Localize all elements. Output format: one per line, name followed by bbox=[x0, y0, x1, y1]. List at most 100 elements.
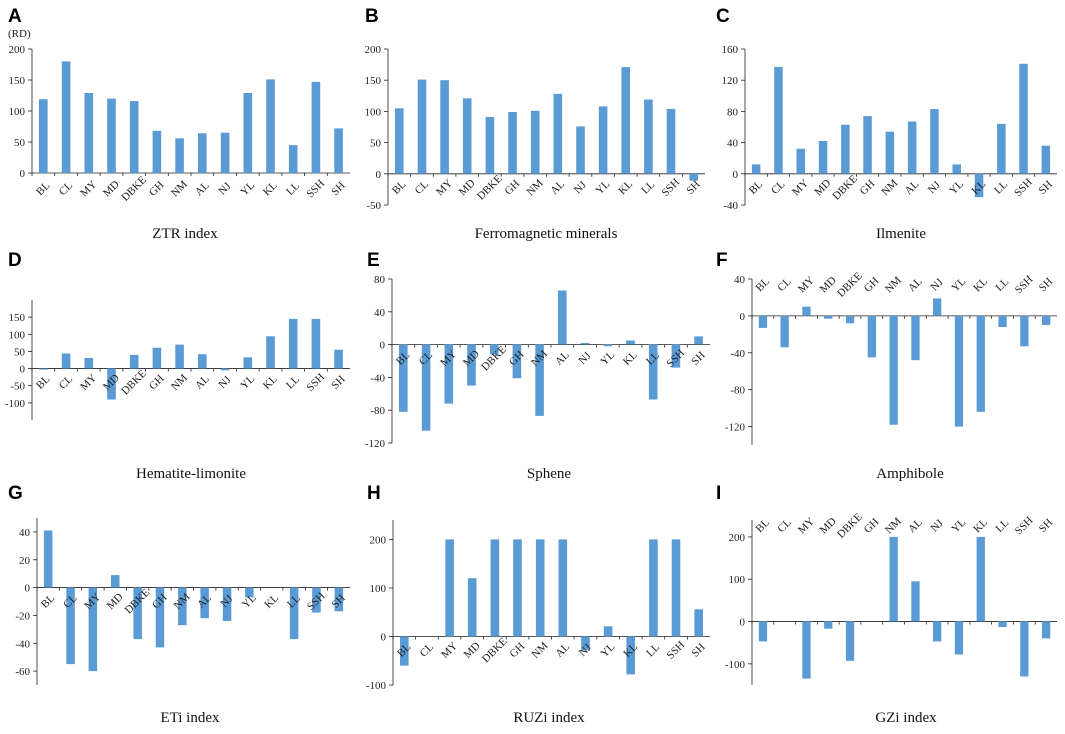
bar-sh bbox=[334, 128, 343, 173]
category-label: NJ bbox=[216, 373, 234, 391]
bar-yl bbox=[603, 626, 613, 637]
bar-bl bbox=[43, 530, 53, 588]
bar-bl bbox=[395, 108, 404, 174]
y-tick-label: 150 bbox=[9, 75, 26, 87]
category-label: AL bbox=[906, 516, 925, 535]
category-label: BL bbox=[754, 516, 773, 535]
bar-cl bbox=[780, 315, 789, 348]
bar-yl bbox=[598, 106, 608, 174]
bar-ll bbox=[288, 145, 298, 173]
category-label: AL bbox=[906, 275, 925, 294]
y-tick-label: 40 bbox=[727, 138, 739, 150]
bar-al bbox=[558, 539, 568, 637]
category-label: SH bbox=[1037, 517, 1055, 535]
category-label: AL bbox=[193, 179, 212, 198]
category-label: AL bbox=[548, 178, 567, 197]
y-tick-label: 120 bbox=[722, 75, 739, 87]
bar-sh bbox=[1042, 621, 1051, 639]
category-label: KL bbox=[261, 373, 280, 392]
category-label: NM bbox=[883, 274, 904, 295]
category-label: BL bbox=[34, 179, 53, 198]
category-label: LL bbox=[992, 178, 1010, 196]
bar-nj bbox=[220, 132, 230, 173]
category-label: LL bbox=[993, 276, 1011, 294]
bar-my bbox=[440, 80, 449, 174]
panel-letter: G bbox=[8, 483, 23, 504]
bar-gh bbox=[513, 539, 522, 637]
y-tick-label: -50 bbox=[366, 200, 381, 212]
panel-letter: E bbox=[367, 250, 380, 271]
y-tick-label: -80 bbox=[730, 385, 745, 397]
category-label: GH bbox=[862, 275, 882, 295]
category-label: BL bbox=[390, 178, 409, 197]
category-label: NM bbox=[172, 591, 193, 612]
category-label: BL bbox=[39, 592, 58, 611]
bar-dbke bbox=[485, 117, 495, 174]
bar-my bbox=[84, 93, 94, 173]
panel-title: Ilmenite bbox=[876, 226, 926, 242]
category-label: SH bbox=[329, 180, 347, 198]
category-label: YL bbox=[240, 592, 259, 611]
category-label: NM bbox=[169, 372, 190, 393]
bar-al bbox=[198, 133, 207, 173]
bar-sh bbox=[689, 173, 698, 181]
category-label: YL bbox=[238, 179, 257, 198]
category-label: LL bbox=[639, 178, 657, 196]
bar-my bbox=[796, 148, 805, 174]
y-tick-label: 150 bbox=[9, 312, 26, 324]
y-tick-label: -40 bbox=[15, 638, 30, 650]
bar-nj bbox=[933, 621, 942, 642]
bar-gh bbox=[512, 344, 522, 379]
category-label: AL bbox=[553, 641, 572, 660]
panel-letter: F bbox=[716, 250, 728, 271]
category-label: DBKE bbox=[835, 511, 865, 541]
category-label: AL bbox=[195, 592, 214, 611]
category-label: LL bbox=[644, 641, 662, 659]
category-label: MD bbox=[101, 178, 122, 199]
panel-letter: B bbox=[365, 6, 379, 27]
y-tick-label: -100 bbox=[5, 398, 26, 410]
bar-nm bbox=[178, 587, 187, 626]
bar-nm bbox=[530, 110, 540, 174]
y-tick-label: 160 bbox=[722, 44, 739, 56]
bar-md bbox=[824, 315, 833, 319]
y-tick-label: 100 bbox=[365, 106, 382, 118]
bar-sh bbox=[1041, 145, 1051, 174]
bar-ll bbox=[648, 344, 658, 400]
bar-dbke bbox=[129, 101, 139, 173]
y-tick-label: -60 bbox=[15, 666, 30, 678]
category-label: BL bbox=[34, 373, 53, 392]
category-label: NJ bbox=[926, 179, 944, 197]
bar-gh bbox=[152, 130, 162, 173]
bar-kl bbox=[976, 315, 985, 412]
category-label: SSH bbox=[664, 639, 687, 662]
bar-nj bbox=[576, 126, 585, 174]
bar-ssh bbox=[671, 344, 681, 368]
panel-title: RUZi index bbox=[513, 710, 585, 726]
bar-sh bbox=[694, 609, 703, 637]
bar-dbke bbox=[845, 315, 855, 324]
bar-gh bbox=[155, 587, 165, 648]
category-label: MY bbox=[78, 178, 99, 199]
category-label: MD bbox=[461, 348, 482, 369]
category-label: CL bbox=[413, 178, 432, 197]
bar-nj bbox=[933, 298, 942, 316]
y-tick-label: 0 bbox=[20, 364, 26, 376]
category-label: KL bbox=[621, 641, 640, 660]
category-label: KL bbox=[621, 349, 640, 368]
category-label: BL bbox=[754, 275, 773, 294]
bar-kl bbox=[976, 536, 985, 622]
y-tick-label: -50 bbox=[10, 381, 25, 393]
bar-ll bbox=[997, 123, 1006, 174]
y-tick-label: 0 bbox=[25, 583, 31, 595]
bar-bl bbox=[758, 621, 768, 642]
category-label: CL bbox=[769, 178, 788, 197]
bar-sh bbox=[334, 349, 343, 369]
bar-bl bbox=[400, 636, 409, 666]
y-tick-label: 20 bbox=[19, 555, 31, 567]
bar-kl bbox=[621, 67, 630, 174]
bar-nj bbox=[222, 587, 232, 621]
bar-dbke bbox=[489, 344, 499, 355]
